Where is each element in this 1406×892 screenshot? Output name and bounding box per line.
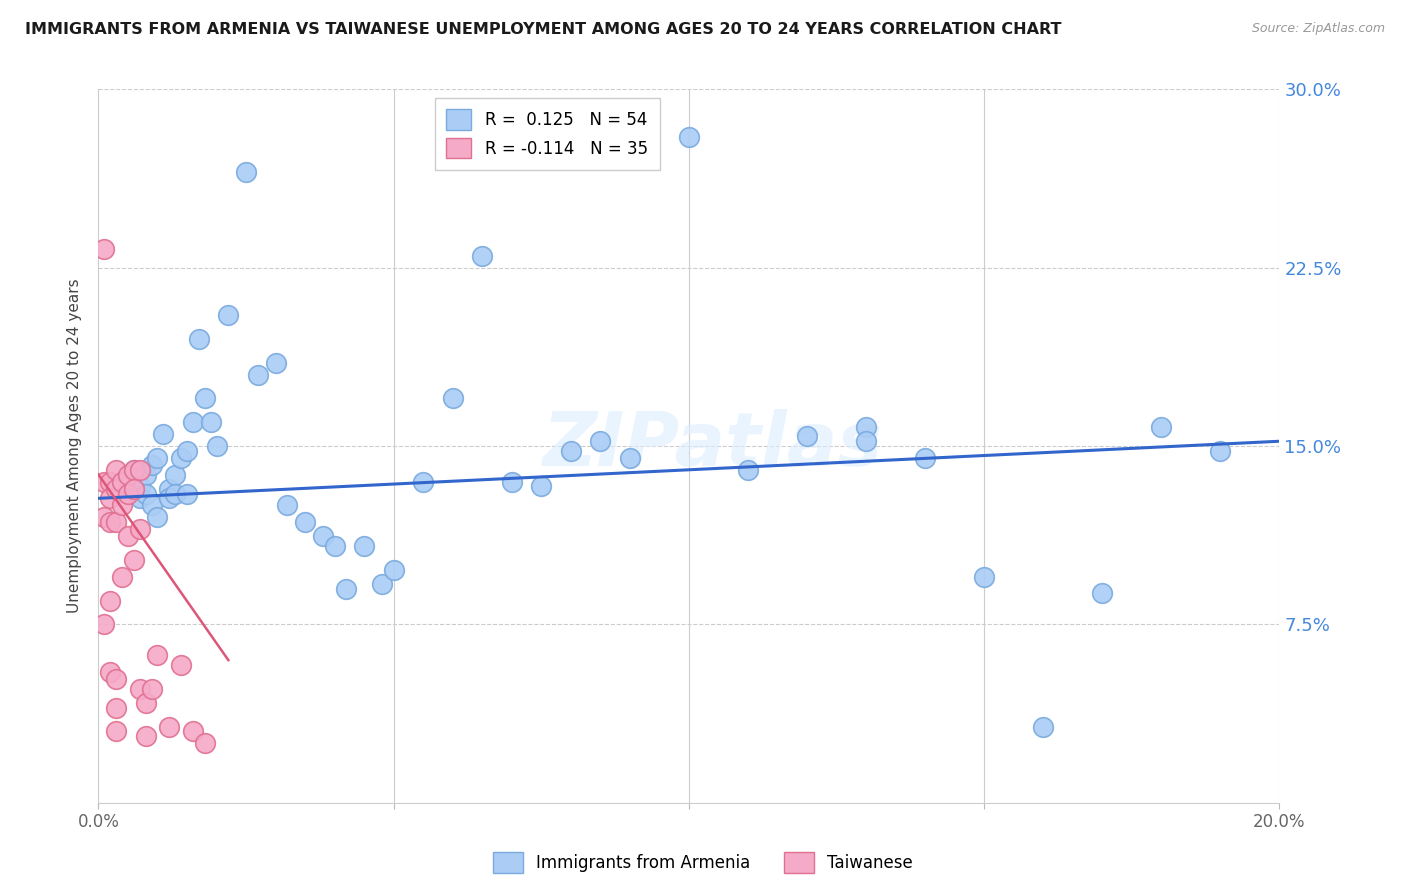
Point	[111, 499, 134, 513]
Point	[98, 593, 121, 607]
Point	[441, 392, 464, 406]
Point	[205, 439, 228, 453]
Point	[157, 491, 180, 506]
Point	[589, 434, 612, 449]
Point	[187, 332, 209, 346]
Point	[194, 392, 217, 406]
Point	[128, 479, 150, 493]
Point	[122, 463, 145, 477]
Point	[194, 736, 217, 750]
Point	[1209, 443, 1232, 458]
Text: IMMIGRANTS FROM ARMENIA VS TAIWANESE UNEMPLOYMENT AMONG AGES 20 TO 24 YEARS CORR: IMMIGRANTS FROM ARMENIA VS TAIWANESE UNE…	[25, 22, 1062, 37]
Point	[678, 129, 700, 144]
Point	[312, 529, 335, 543]
Point	[122, 482, 145, 496]
Point	[181, 415, 204, 429]
Legend: Immigrants from Armenia, Taiwanese: Immigrants from Armenia, Taiwanese	[486, 846, 920, 880]
Point	[111, 570, 134, 584]
Point	[276, 499, 298, 513]
Text: ZIPatlas: ZIPatlas	[543, 409, 883, 483]
Point	[122, 553, 145, 567]
Point	[122, 463, 145, 477]
Point	[246, 368, 269, 382]
Point	[157, 720, 180, 734]
Point	[141, 458, 163, 472]
Point	[619, 450, 641, 465]
Point	[176, 486, 198, 500]
Point	[152, 427, 174, 442]
Point	[146, 648, 169, 663]
Point	[105, 463, 128, 477]
Point	[135, 729, 157, 743]
Text: Source: ZipAtlas.com: Source: ZipAtlas.com	[1251, 22, 1385, 36]
Point	[560, 443, 582, 458]
Point	[141, 681, 163, 696]
Point	[471, 249, 494, 263]
Point	[1091, 586, 1114, 600]
Point	[93, 510, 115, 524]
Point	[93, 242, 115, 256]
Point	[93, 475, 115, 489]
Point	[98, 665, 121, 679]
Point	[170, 657, 193, 672]
Point	[98, 475, 121, 489]
Point	[128, 463, 150, 477]
Point	[128, 681, 150, 696]
Point	[530, 479, 553, 493]
Point	[105, 515, 128, 529]
Point	[105, 672, 128, 686]
Point	[93, 617, 115, 632]
Point	[412, 475, 434, 489]
Point	[323, 539, 346, 553]
Point	[973, 570, 995, 584]
Point	[200, 415, 222, 429]
Point	[1150, 420, 1173, 434]
Point	[105, 724, 128, 739]
Point	[382, 563, 405, 577]
Point	[135, 467, 157, 482]
Point	[501, 475, 523, 489]
Point	[855, 420, 877, 434]
Point	[796, 429, 818, 443]
Point	[294, 515, 316, 529]
Point	[235, 165, 257, 179]
Point	[117, 486, 139, 500]
Legend: R =  0.125   N = 54, R = -0.114   N = 35: R = 0.125 N = 54, R = -0.114 N = 35	[434, 97, 659, 169]
Point	[98, 491, 121, 506]
Point	[117, 529, 139, 543]
Point	[165, 467, 187, 482]
Point	[371, 577, 394, 591]
Point	[157, 482, 180, 496]
Point	[165, 486, 187, 500]
Point	[353, 539, 375, 553]
Point	[98, 515, 121, 529]
Y-axis label: Unemployment Among Ages 20 to 24 years: Unemployment Among Ages 20 to 24 years	[67, 278, 83, 614]
Point	[217, 308, 239, 322]
Point	[111, 475, 134, 489]
Point	[135, 696, 157, 710]
Point	[117, 467, 139, 482]
Point	[170, 450, 193, 465]
Point	[105, 700, 128, 714]
Point	[146, 450, 169, 465]
Point	[335, 582, 357, 596]
Point	[264, 356, 287, 370]
Point	[141, 499, 163, 513]
Point	[105, 482, 128, 496]
Point	[128, 491, 150, 506]
Point	[128, 522, 150, 536]
Point	[914, 450, 936, 465]
Point	[117, 475, 139, 489]
Point	[855, 434, 877, 449]
Point	[135, 486, 157, 500]
Point	[737, 463, 759, 477]
Point	[176, 443, 198, 458]
Point	[1032, 720, 1054, 734]
Point	[181, 724, 204, 739]
Point	[146, 510, 169, 524]
